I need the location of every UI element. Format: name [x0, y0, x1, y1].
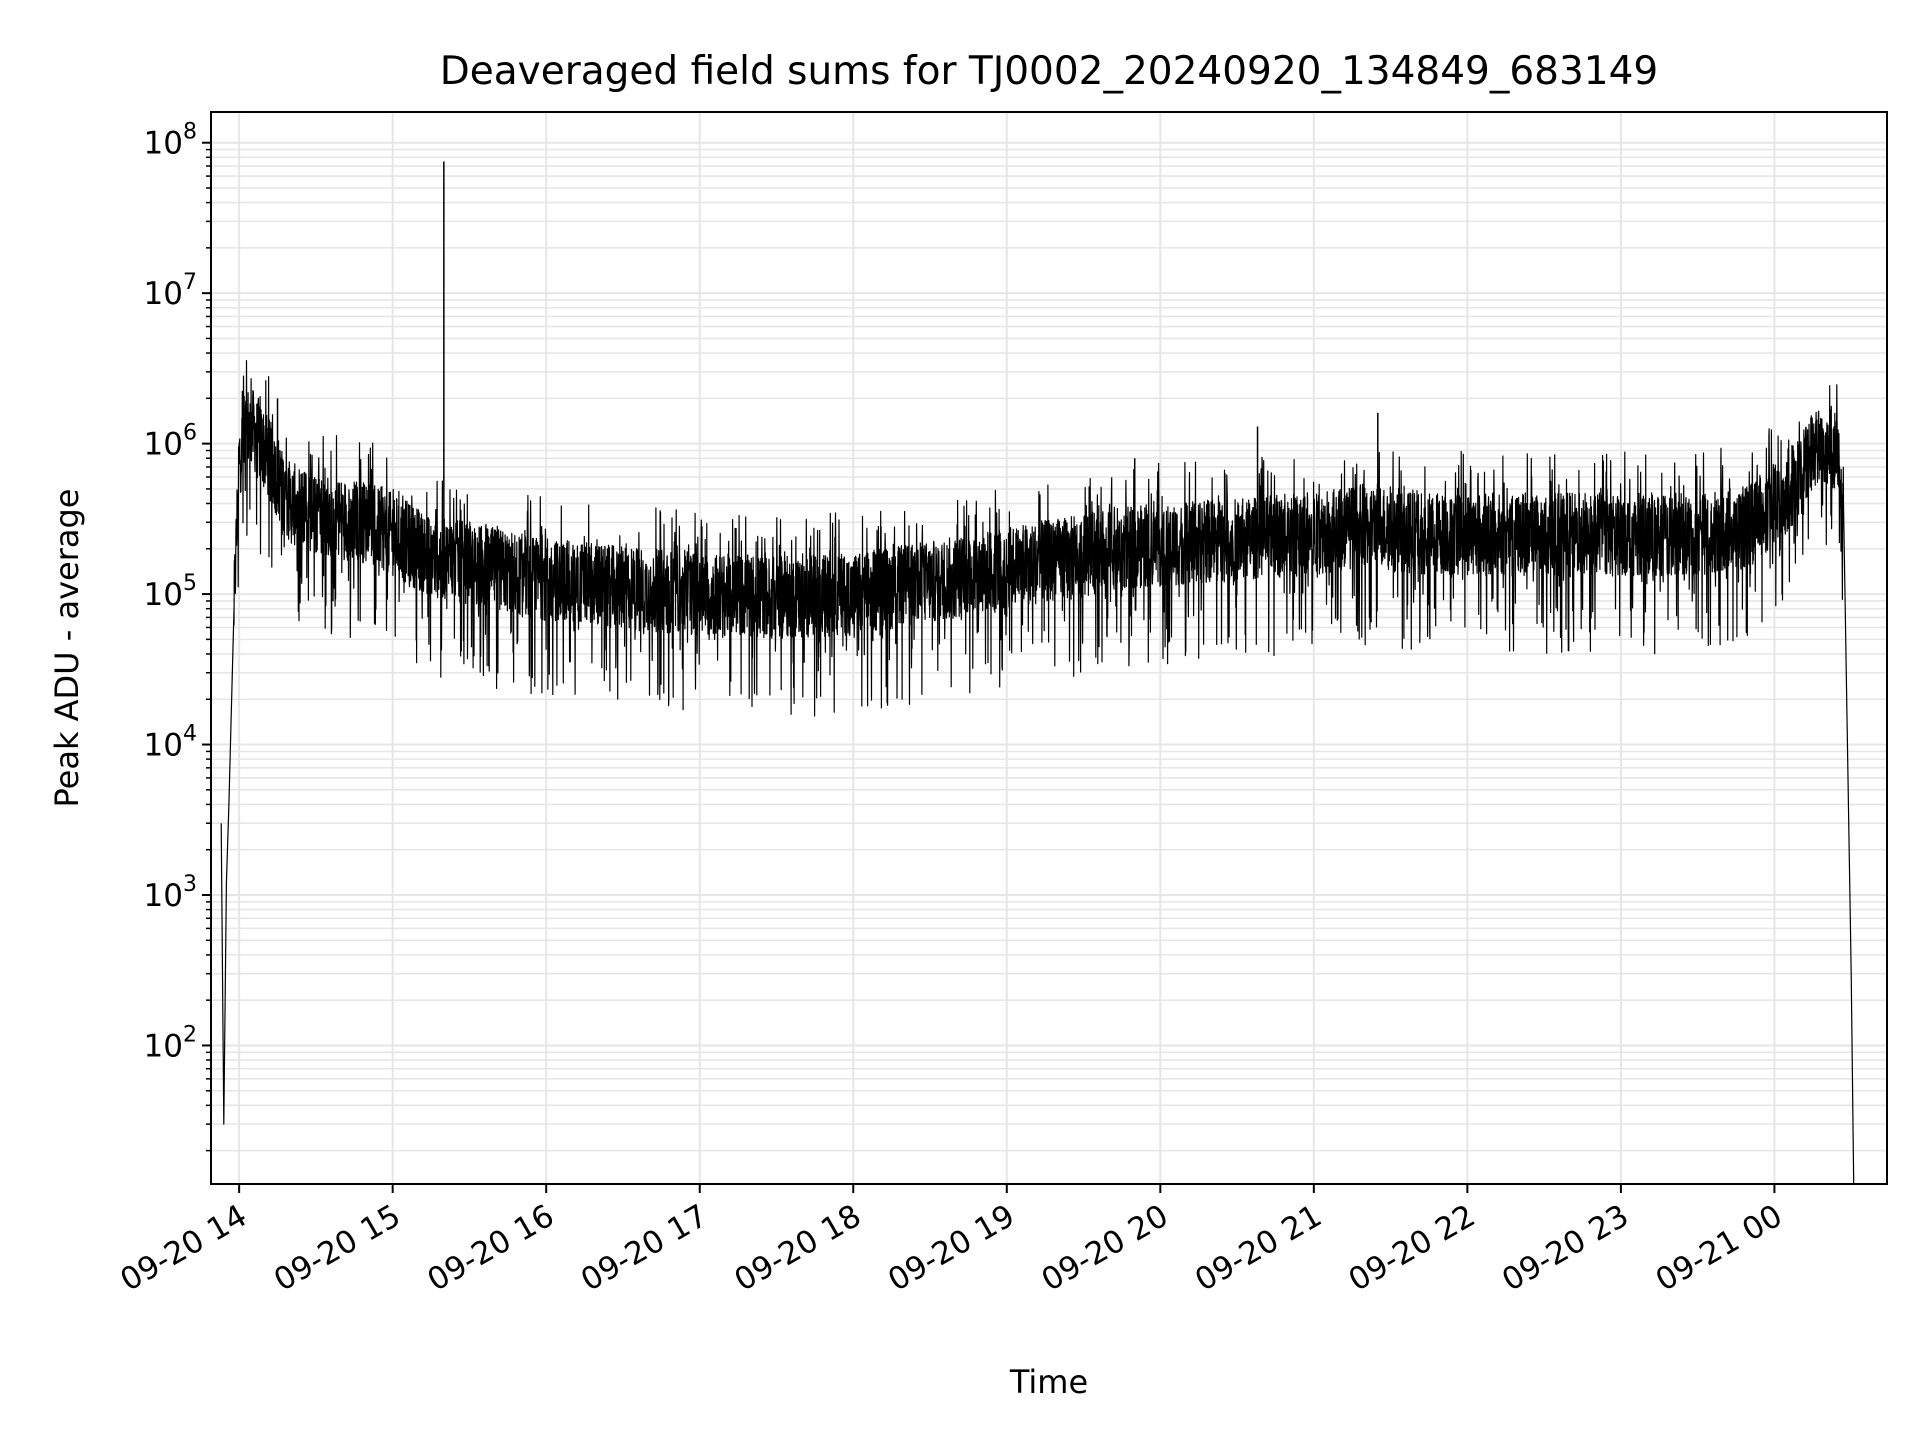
y-tick-exponent: 8 — [183, 120, 197, 145]
y-tick-label: 107 — [144, 270, 197, 312]
y-tick-label: 105 — [144, 571, 197, 613]
y-tick-label: 104 — [144, 722, 197, 764]
y-tick-base: 10 — [144, 1028, 183, 1064]
x-axis-label: Time — [1009, 1363, 1088, 1401]
x-tick-label: 09-20 23 — [1496, 1198, 1635, 1299]
x-tick-label: 09-20 17 — [575, 1198, 714, 1299]
plot-frame — [210, 111, 1888, 1185]
x-tick-label: 09-20 16 — [421, 1198, 560, 1299]
y-tick-base: 10 — [144, 878, 183, 914]
series-layer — [220, 161, 1855, 1185]
x-tick-label: 09-20 21 — [1189, 1198, 1328, 1299]
y-tick-base: 10 — [144, 126, 183, 162]
x-tick-label: 09-20 22 — [1343, 1198, 1482, 1299]
x-tick-label: 09-20 20 — [1036, 1198, 1175, 1299]
y-tick-base: 10 — [144, 427, 183, 463]
x-tick-label: 09-20 19 — [882, 1198, 1021, 1299]
y-tick-label: 108 — [144, 120, 197, 162]
series-line — [220, 360, 1855, 1185]
y-tick-exponent: 4 — [183, 722, 197, 747]
y-axis-label: Peak ADU - average — [48, 489, 86, 808]
y-tick-exponent: 5 — [183, 571, 197, 596]
y-tick-label: 106 — [144, 421, 197, 463]
x-tick-label: 09-20 15 — [268, 1198, 407, 1299]
chart-title: Deaveraged field sums for TJ0002_2024092… — [440, 49, 1658, 94]
y-tick-label: 103 — [144, 872, 197, 914]
x-tick-label: 09-20 14 — [114, 1198, 253, 1299]
y-tick-exponent: 2 — [183, 1022, 197, 1047]
x-tick-label: 09-20 18 — [729, 1198, 868, 1299]
y-tick-label: 102 — [144, 1022, 197, 1064]
y-tick-base: 10 — [144, 577, 183, 613]
y-tick-exponent: 3 — [183, 872, 197, 897]
grid — [211, 112, 1887, 1184]
y-tick-base: 10 — [144, 728, 183, 764]
y-tick-exponent: 6 — [183, 421, 197, 446]
y-tick-base: 10 — [144, 276, 183, 312]
x-tick-label: 09-21 00 — [1650, 1198, 1789, 1299]
y-tick-exponent: 7 — [183, 270, 197, 295]
